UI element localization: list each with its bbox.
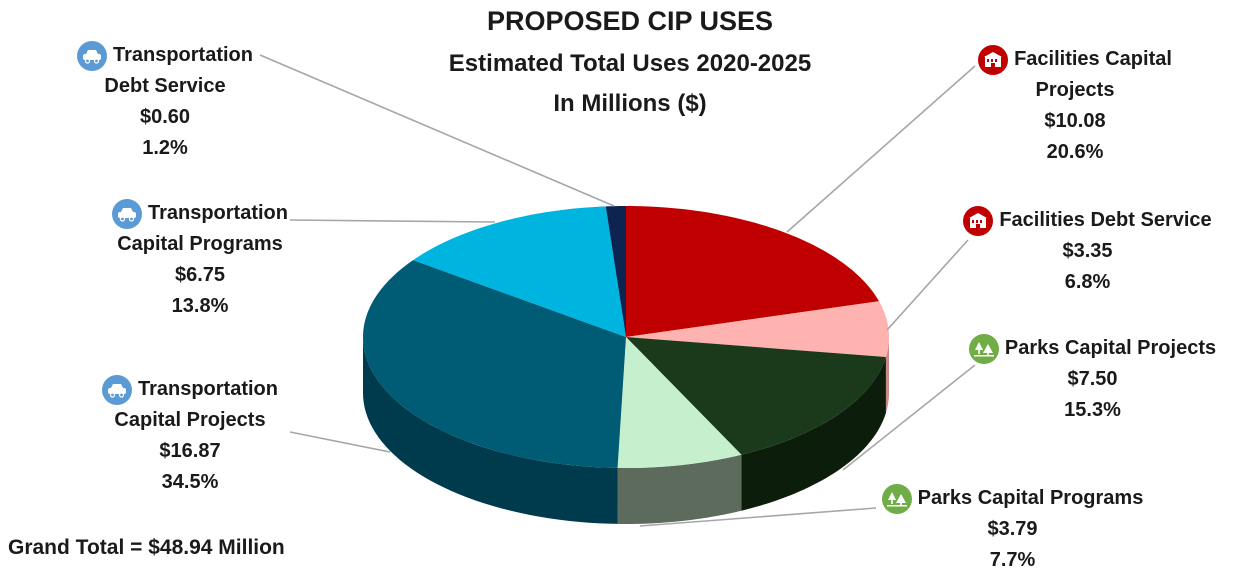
pie-slice-0 [626,206,879,337]
grand-total: Grand Total = $48.94 Million [8,536,285,559]
pie-slice-3 [617,337,742,468]
slice-value: $10.08 [1044,110,1106,132]
slice-value: $16.87 [159,440,221,462]
slice-name: Transportation [85,374,295,405]
slice-name: Parks Capital Programs [870,483,1155,514]
pie-side-1 [885,337,889,414]
trees-icon [881,483,912,514]
slice-percent: 34.5% [161,471,219,493]
leader-line-1 [886,239,969,331]
trees-icon [968,333,999,364]
pie-side-4 [363,337,618,524]
leader-line-6 [259,54,615,207]
slice-value: $7.50 [1067,368,1118,390]
slice-name-cont: Capital Projects [114,409,266,431]
slice-label-0: Facilities Capital Projects $10.08 20.6% [940,44,1210,168]
slice-percent: 1.2% [142,137,188,159]
slice-label-1: Facilities Debt Service $3.35 6.8% [950,205,1225,298]
slice-value: $6.75 [174,264,226,286]
pie-sides [363,337,889,524]
leader-line-2 [842,364,976,471]
slice-value: $3.79 [987,518,1038,540]
slice-percent: 7.7% [989,549,1036,571]
slice-name-cont: Capital Programs [117,233,283,255]
chart-title: PROPOSED CIP USES [486,6,774,36]
leader-line-0 [786,65,976,233]
slice-label-4: Transportation Capital Projects $16.87 34.5… [85,374,295,498]
building-icon [978,44,1009,75]
slice-percent: 20.6% [1046,141,1104,163]
slice-label-3: Parks Capital Programs $3.79 7.7% [870,483,1155,576]
pie-slice-1 [626,301,889,358]
car-icon [101,374,132,405]
slice-name: Parks Capital Projects [955,333,1230,364]
car-icon [76,40,107,71]
slice-label-5: Transportation Capital Programs $6.75 13.8% [85,198,315,322]
slice-name: Transportation [60,40,270,71]
slice-name-cont: Debt Service [104,75,226,97]
slice-label-2: Parks Capital Projects $7.50 15.3% [955,333,1230,426]
slice-name-cont: Projects [1035,79,1115,101]
slice-name: Facilities Debt Service [950,205,1225,236]
pie-side-2 [741,357,886,511]
leader-line-3 [639,507,877,527]
pie-top [259,54,976,527]
chart-units: In Millions ($) [553,90,707,117]
pie-slice-4 [363,260,626,468]
car-icon [111,198,142,229]
slice-percent: 13.8% [171,295,229,317]
slice-name: Facilities Capital [940,44,1210,75]
leader-line-5 [289,219,496,223]
leader-line-4 [289,431,391,453]
slice-label-6: Transportation Debt Service $0.60 1.2% [60,40,270,164]
pie-slice-2 [626,337,886,455]
building-icon [963,205,994,236]
slice-value: $3.35 [1062,240,1113,262]
slice-percent: 6.8% [1064,271,1111,293]
pie-slice-5 [413,206,626,337]
slice-value: $0.60 [139,106,191,128]
pie-side-3 [617,454,742,524]
slice-name: Transportation [85,198,315,229]
chart-subtitle: Estimated Total Uses 2020-2025 [448,50,812,77]
pie-slice-6 [605,206,626,337]
slice-percent: 15.3% [1064,399,1121,421]
